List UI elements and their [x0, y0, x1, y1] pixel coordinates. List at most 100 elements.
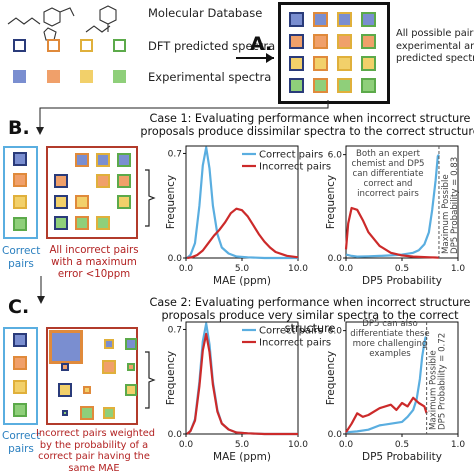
b-incorrect-frame — [46, 146, 138, 239]
y-tick-label: 0.0 — [168, 430, 183, 440]
x-axis-label: DP5 Probability — [362, 451, 442, 463]
chart-b-mae: 0.0 5.0 10.0 0.0 0.7 MAE (ppm) Frequency Correc… — [165, 145, 331, 287]
exp-square-3 — [80, 70, 93, 83]
pair-square — [313, 34, 328, 49]
b-correct-label: Correct pairs — [2, 245, 41, 270]
b-correct-pair-4 — [13, 217, 27, 231]
label-c: C. — [8, 296, 30, 318]
dp5-annotation-line: differentiate these — [350, 329, 429, 339]
y-axis-label: Frequency — [325, 175, 337, 229]
b-incorrect-pair — [75, 153, 89, 167]
all-pairs-text: All possible pairs experimental and pred… — [396, 28, 474, 65]
max-dp5-annotation: Maximum Possible — [429, 350, 439, 430]
b-correct-pair-3 — [13, 195, 27, 209]
c-incorrect-pair — [104, 339, 114, 349]
exp-spectra-label: Experimental spectra — [148, 70, 272, 84]
b-incorrect-pair — [54, 216, 68, 230]
y-axis-label: Frequency — [165, 175, 177, 229]
arrow-a-icon — [236, 53, 274, 63]
c-incorrect-pair — [83, 386, 91, 394]
dp5-annotation-line: incorrect pairs — [357, 189, 419, 199]
b-incorrect-pair — [54, 174, 68, 188]
pair-square — [361, 34, 376, 49]
y-tick-label: 0.0 — [168, 254, 183, 264]
case1-title: Case 1: Evaluating performance when inco… — [140, 112, 474, 139]
b-incorrect-pair — [54, 195, 68, 209]
series-line-incorrect — [186, 207, 299, 260]
x-tick-label: 0.5 — [395, 264, 409, 274]
pair-square — [313, 78, 328, 93]
pair-square — [337, 78, 352, 93]
label-b: B. — [8, 117, 30, 139]
x-tick-label: 0.0 — [179, 440, 194, 450]
dp5-annotation-line: more challenging — [353, 339, 428, 349]
legend-entry: Incorrect pairs — [259, 162, 331, 173]
dft-spectra-label: DFT predicted spectra — [148, 39, 276, 53]
case2-title: Case 2: Evaluating performance when inco… — [149, 296, 471, 336]
pair-square — [337, 56, 352, 71]
dft-square-2 — [47, 39, 60, 52]
legend-entry: Correct pairs — [259, 326, 323, 337]
max-dp5-annotation: Maximum Possible — [441, 174, 451, 254]
b-incorrect-pair — [96, 216, 110, 230]
b-correct-pair-1 — [13, 152, 27, 166]
dft-square-4 — [113, 39, 126, 52]
c-correct-pair-2 — [13, 356, 27, 370]
dp5-annotation-line: DP5 can also — [362, 319, 418, 329]
dp5-annotation-line: correct and — [364, 179, 413, 189]
molecular-db-label: Molecular Database — [148, 6, 263, 20]
c-correct-frame — [3, 327, 38, 425]
dp5-annotation-line: chemist and DP5 — [352, 159, 425, 169]
b-incorrect-pair — [75, 216, 89, 230]
c-correct-pair-4 — [13, 403, 27, 417]
b-incorrect-pair — [117, 174, 131, 188]
b-correct-frame — [3, 146, 38, 239]
x-tick-label: 5.0 — [235, 264, 250, 274]
c-incorrect-pair — [80, 406, 94, 420]
label-a: A. — [250, 33, 273, 55]
b-incorrect-pair — [96, 174, 110, 188]
x-tick-label: 5.0 — [235, 440, 250, 450]
c-incorrect-pair — [49, 330, 83, 364]
b-incorrect-pair — [96, 153, 110, 167]
x-tick-label: 0.0 — [179, 264, 194, 274]
c-incorrect-pair — [125, 384, 137, 396]
pair-square — [289, 34, 304, 49]
series-line-incorrect — [345, 396, 428, 433]
c-incorrect-pair — [127, 363, 135, 371]
x-axis-label: DP5 Probability — [362, 275, 442, 287]
legend-entry: Correct pairs — [259, 150, 323, 161]
x-tick-label: 0.0 — [339, 440, 354, 450]
chart-b-dp5: 0.0 0.5 1.0 0.0 6.0 DP5 Probability Frequency B… — [325, 145, 465, 287]
b-brace-icon — [145, 169, 156, 227]
max-dp5-annotation: DP5 Probability = 0.83 — [450, 157, 460, 254]
x-tick-label: 10.0 — [288, 440, 308, 450]
max-dp5-annotation: DP5 Probability = 0.72 — [438, 333, 448, 430]
x-tick-label: 1.0 — [451, 440, 466, 450]
dp5-annotation-line: can differentiate — [353, 169, 424, 179]
y-tick-label: 6.0 — [328, 151, 343, 161]
x-tick-label: 0.5 — [395, 440, 409, 450]
molecule-structures — [7, 5, 117, 41]
y-tick-label: 0.0 — [328, 430, 343, 440]
c-incorrect-pair — [102, 360, 116, 374]
c-correct-label: Correct pairs — [2, 430, 41, 455]
b-correct-pair-2 — [13, 173, 27, 187]
c-incorrect-pair — [103, 407, 115, 419]
series-line-correct — [345, 336, 428, 434]
pair-square — [361, 56, 376, 71]
c-incorrect-pair — [125, 338, 137, 350]
pair-square — [361, 12, 376, 27]
dft-square-1 — [13, 39, 26, 52]
y-axis-label: Frequency — [325, 351, 337, 405]
arrow-c-icon — [37, 276, 45, 304]
dft-square-3 — [80, 39, 93, 52]
y-axis-label: Frequency — [165, 351, 177, 405]
x-tick-label: 10.0 — [288, 264, 308, 274]
y-tick-label: 6.0 — [328, 327, 343, 337]
series-line-incorrect — [186, 332, 298, 436]
pair-square — [289, 12, 304, 27]
c-correct-pair-1 — [13, 333, 27, 347]
exp-square-1 — [13, 70, 26, 83]
c-incorrect-pair — [62, 410, 68, 416]
